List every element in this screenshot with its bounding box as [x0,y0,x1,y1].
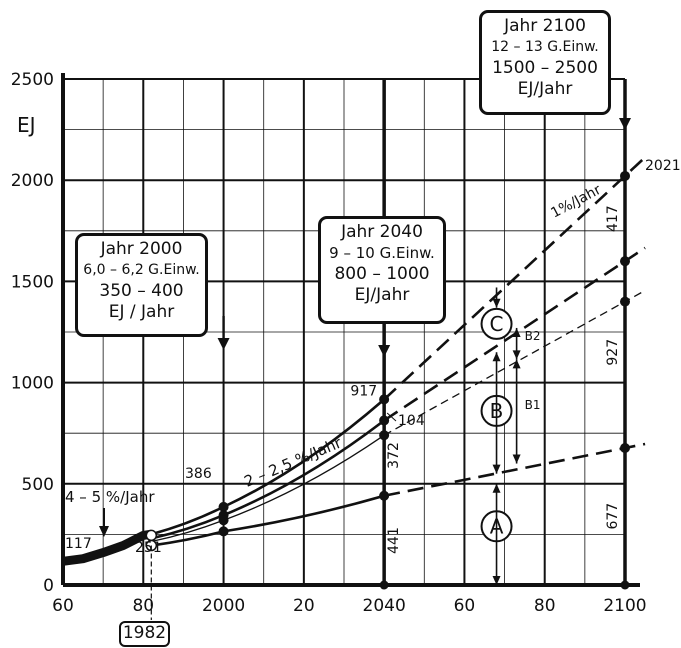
value-label: 917 [350,383,377,399]
value-label: 104 [398,413,425,429]
y-tick-label: 2500 [11,70,54,90]
axis-point [620,580,630,590]
callout-year-2040: Jahr 2040 9 – 10 G.Einw. 800 – 1000 EJ/J… [318,216,446,324]
range-b2-head-top [512,327,521,337]
data-point [379,430,390,441]
callout-2100-line2: 12 – 13 G.Einw. [491,39,599,55]
y-tick-label: 1000 [11,374,54,394]
y-tick-label: 1500 [11,272,54,292]
range-a-head-bottom [492,576,501,585]
label-b1: B1 [525,398,541,412]
range-b-head-top [492,352,501,362]
callout-2040-line2: 9 – 10 G.Einw. [329,244,435,262]
data-point [620,296,630,307]
callout-2000-line3: 350 – 400 [99,281,184,301]
x-tick-label: 60 [454,596,476,616]
historical-line [62,529,152,566]
scenario-letter: C [490,312,504,336]
y-tick-label: 0 [43,576,54,596]
callout-2000-line1: Jahr 2000 [100,239,183,259]
data-point [218,501,229,512]
label-b2: B2 [525,329,541,343]
value-label: 927 [605,339,621,366]
range-a-head-top [492,483,501,493]
value-label: 417 [605,205,621,232]
value-label: 372 [386,442,402,469]
data-point [620,442,630,453]
callout-year-2000: Jahr 2000 6,0 – 6,2 G.Einw. 350 – 400 EJ… [75,233,208,337]
callout-2040-arrow-head [378,345,391,357]
data-point [218,515,229,526]
x-tick-label: 80 [534,596,556,616]
y-axis-unit-label: EJ [17,113,36,137]
value-label: 2021 [645,158,681,174]
range-b1-head-top [512,359,521,369]
value-label: 251 [135,540,162,556]
callout-2100-arrow-head [619,118,631,130]
axis-point [379,580,389,590]
value-label: 441 [386,527,402,554]
x-tick-label: 2040 [363,596,406,616]
rate-label-4-5pct: 4 – 5 %/Jahr [65,488,155,506]
callout-year-2100: Jahr 2100 12 – 13 G.Einw. 1500 – 2500 EJ… [479,10,611,115]
series-3-dashed [383,442,646,498]
callout-2000-line2: 6,0 – 6,2 G.Einw. [83,262,200,278]
callout-2040-line1: Jahr 2040 [341,222,423,242]
series-0-dashed [383,156,646,401]
y-tick-label: 500 [22,475,54,495]
data-point [379,415,390,426]
range-c-head [492,298,501,308]
x-tick-label: 60 [52,596,74,616]
callout-2000-line4: EJ / Jahr [108,302,175,322]
series-2-solid [151,434,385,543]
data-point [218,526,229,537]
value-label: 677 [605,503,621,530]
series-3-solid [151,494,385,547]
tick-labels: 0 500 1000 1500 2000 2500 60 80 2000 20 2040 60 80 21… [11,70,647,616]
y-tick-label: 2000 [11,171,54,191]
x-tick-label: 2100 [603,596,646,616]
data-point [379,394,390,405]
callout-2040-line4: EJ/Jahr [354,285,410,305]
data-point [620,170,630,181]
x-tick-label: 20 [293,596,315,616]
range-b1-head-bottom [512,454,521,464]
scenario-circle [480,307,513,340]
highlight-year-label: 1982 [122,623,167,643]
x-tick-label: 80 [132,596,154,616]
data-point [379,490,390,501]
series-0-solid [150,398,385,536]
data-point [620,256,630,267]
markers [145,170,630,620]
leader-104 [386,412,397,422]
callout-2000-arrow-head [217,338,230,350]
value-label: 117 [65,536,92,552]
range-b2-head-bottom [512,350,521,360]
range-b-head-bottom [492,464,501,474]
callout-2100-line4: EJ/Jahr [517,79,573,99]
series-1-solid [151,419,385,540]
callout-2100-line1: Jahr 2100 [504,16,586,36]
value-label: 386 [185,466,212,482]
highlight-year-1982: 1982 [119,621,170,647]
arrow-4-5pct-head [99,526,109,537]
x-tick-label: 2000 [202,596,245,616]
data-point-1982 [145,529,158,542]
callout-2040-line3: 800 – 1000 [334,264,430,284]
callout-2100-line3: 1500 – 2500 [492,58,598,78]
